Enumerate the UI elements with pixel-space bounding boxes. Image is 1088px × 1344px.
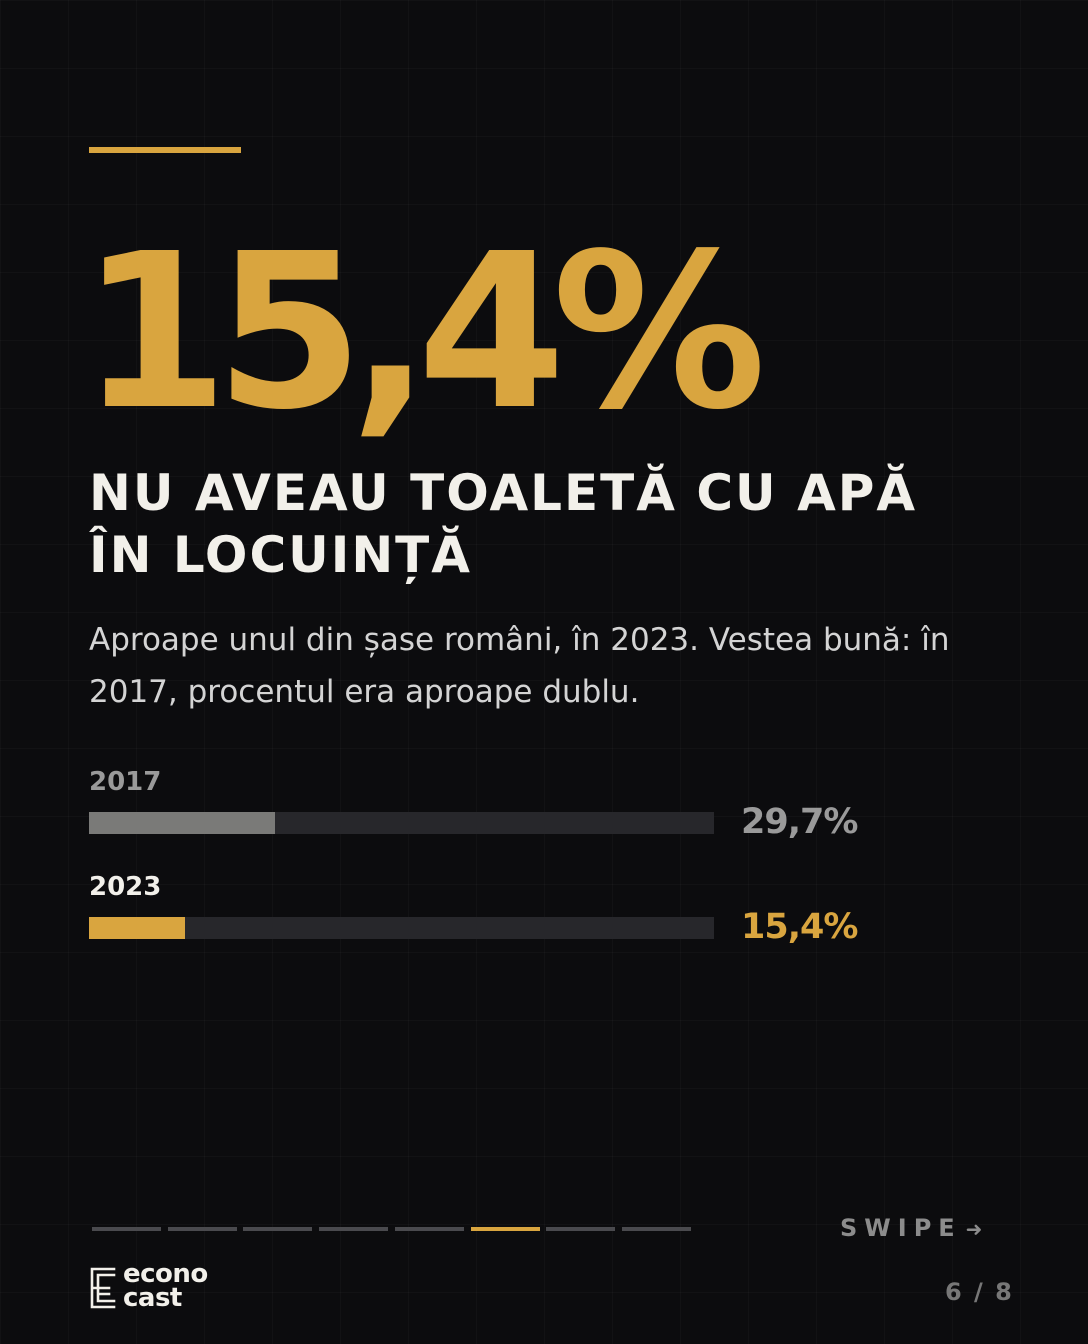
econocast-logo[interactable]: econo cast <box>89 1259 249 1314</box>
bar-value-label: 15,4% <box>741 907 858 947</box>
progress-segment-active <box>470 1227 540 1231</box>
econocast-logo-icon <box>90 1267 116 1309</box>
bar-row-2017: 2017 29,7% <box>89 766 889 846</box>
logo-wordmark: econo cast <box>123 1259 208 1313</box>
bar-category-label: 2017 <box>89 767 162 797</box>
progress-segment <box>92 1227 161 1231</box>
bar-track <box>89 917 714 939</box>
arrow-right-icon: ➜ <box>965 1217 983 1241</box>
progress-segment <box>167 1227 237 1231</box>
progress-segment <box>621 1227 691 1231</box>
bar-2023 <box>89 917 185 939</box>
swipe-hint[interactable]: SWIPE ➜ <box>840 1214 982 1242</box>
progress-segment <box>394 1227 464 1231</box>
bar-category-label: 2023 <box>89 872 162 902</box>
progress-segment <box>243 1227 313 1231</box>
logo-line-2: cast <box>123 1283 182 1313</box>
bar-row-2023: 2023 15,4% <box>89 871 889 951</box>
page-indicator: 6 / 8 <box>945 1278 1014 1306</box>
accent-line <box>89 147 241 153</box>
headline-line-1: NU AVEAU TOALETĂ CU APĂ <box>89 464 918 522</box>
bar-2017 <box>89 812 275 834</box>
progress-segment <box>546 1227 616 1231</box>
swipe-label: SWIPE <box>840 1214 962 1242</box>
bar-track <box>89 812 714 834</box>
headline-line-2: ÎN LOCUINȚĂ <box>89 526 472 584</box>
subtitle: Aproape unul din șase români, în 2023. V… <box>89 622 950 710</box>
progress-segment <box>319 1227 389 1231</box>
headline: NU AVEAU TOALETĂ CU APĂ ÎN LOCUINȚĂ <box>89 462 1029 586</box>
headline-stat: 15,4% <box>80 208 766 457</box>
bar-value-label: 29,7% <box>741 802 858 842</box>
logo-line-1: econo <box>123 1259 208 1289</box>
